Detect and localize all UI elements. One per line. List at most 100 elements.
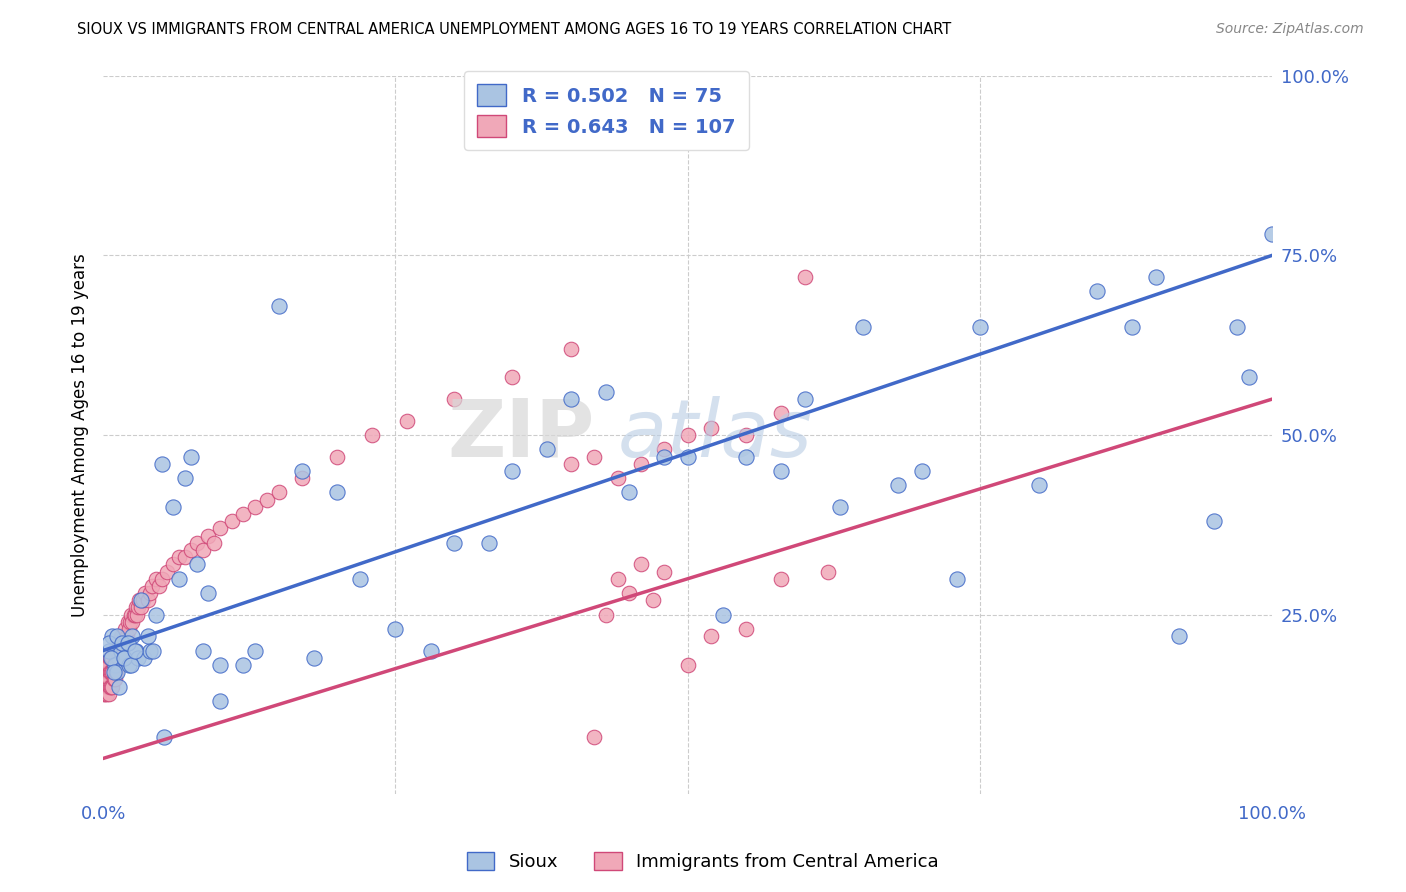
Point: [191, 543, 214, 558]
Point: [104, 657, 127, 672]
Point: [291, 464, 314, 478]
Point: [127, 650, 149, 665]
Point: [162, 500, 184, 514]
Point: [162, 558, 184, 572]
Point: [136, 593, 159, 607]
Point: [100, 650, 122, 665]
Point: [326, 450, 349, 464]
Point: [125, 607, 148, 622]
Point: [103, 643, 125, 657]
Point: [121, 629, 143, 643]
Point: [595, 607, 617, 622]
Point: [96, 673, 118, 687]
Point: [114, 622, 136, 636]
Point: [107, 650, 129, 665]
Point: [94, 687, 117, 701]
Point: [1261, 227, 1284, 241]
Point: [243, 500, 266, 514]
Text: Source: ZipAtlas.com: Source: ZipAtlas.com: [1216, 22, 1364, 37]
Point: [630, 558, 652, 572]
Point: [641, 593, 664, 607]
Point: [174, 471, 197, 485]
Point: [1121, 320, 1143, 334]
Point: [560, 457, 582, 471]
Point: [735, 622, 758, 636]
Point: [167, 550, 190, 565]
Point: [108, 680, 131, 694]
Point: [221, 514, 243, 528]
Point: [167, 572, 190, 586]
Text: SIOUX VS IMMIGRANTS FROM CENTRAL AMERICA UNEMPLOYMENT AMONG AGES 16 TO 19 YEARS : SIOUX VS IMMIGRANTS FROM CENTRAL AMERICA…: [77, 22, 952, 37]
Point: [111, 629, 134, 643]
Point: [105, 657, 128, 672]
Point: [128, 593, 150, 607]
Point: [191, 643, 214, 657]
Point: [209, 694, 232, 708]
Point: [384, 622, 406, 636]
Y-axis label: Unemployment Among Ages 16 to 19 years: Unemployment Among Ages 16 to 19 years: [72, 253, 89, 617]
Point: [129, 600, 152, 615]
Point: [104, 643, 127, 657]
Point: [911, 464, 934, 478]
Point: [186, 558, 208, 572]
Point: [443, 535, 465, 549]
Point: [132, 650, 155, 665]
Point: [98, 687, 121, 701]
Point: [101, 650, 124, 665]
Point: [711, 607, 734, 622]
Point: [969, 320, 991, 334]
Point: [98, 657, 121, 672]
Point: [115, 636, 138, 650]
Point: [583, 730, 606, 744]
Point: [256, 492, 278, 507]
Point: [606, 572, 628, 586]
Point: [817, 565, 839, 579]
Point: [243, 643, 266, 657]
Point: [595, 384, 617, 399]
Point: [100, 680, 122, 694]
Point: [136, 629, 159, 643]
Point: [98, 680, 121, 694]
Point: [120, 607, 142, 622]
Point: [1085, 284, 1108, 298]
Point: [108, 650, 131, 665]
Point: [112, 629, 135, 643]
Point: [125, 643, 148, 657]
Point: [232, 657, 254, 672]
Point: [1237, 370, 1260, 384]
Point: [105, 629, 128, 643]
Point: [735, 428, 758, 442]
Point: [419, 643, 441, 657]
Point: [118, 622, 141, 636]
Point: [105, 643, 128, 657]
Point: [132, 593, 155, 607]
Point: [117, 636, 139, 650]
Point: [619, 485, 641, 500]
Text: ZIP: ZIP: [447, 396, 595, 474]
Point: [501, 370, 523, 384]
Point: [118, 615, 141, 629]
Point: [197, 586, 219, 600]
Point: [125, 600, 148, 615]
Point: [326, 485, 349, 500]
Point: [122, 607, 145, 622]
Point: [1144, 269, 1167, 284]
Point: [112, 650, 135, 665]
Point: [97, 665, 120, 680]
Point: [124, 607, 146, 622]
Point: [232, 507, 254, 521]
Point: [793, 269, 815, 284]
Legend: Sioux, Immigrants from Central America: Sioux, Immigrants from Central America: [460, 845, 946, 879]
Point: [1226, 320, 1249, 334]
Point: [770, 464, 793, 478]
Point: [94, 665, 117, 680]
Point: [107, 636, 129, 650]
Text: atlas: atlas: [617, 396, 813, 474]
Point: [150, 457, 173, 471]
Point: [560, 392, 582, 406]
Point: [121, 615, 143, 629]
Point: [676, 428, 699, 442]
Point: [654, 442, 676, 457]
Point: [153, 730, 176, 744]
Point: [127, 600, 149, 615]
